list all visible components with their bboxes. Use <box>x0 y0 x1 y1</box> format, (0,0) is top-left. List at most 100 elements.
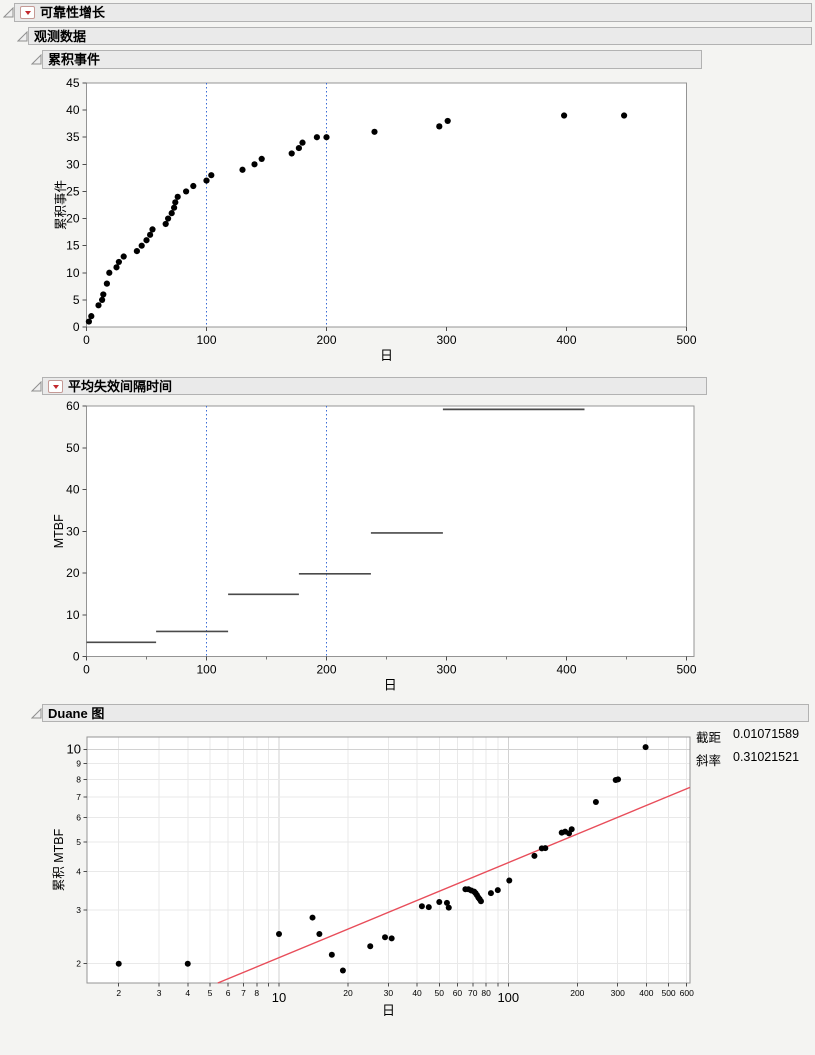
svg-text:15: 15 <box>66 239 80 253</box>
x-axis-title: 日 <box>380 348 393 363</box>
outline-bar-observed-data[interactable]: 观测数据 <box>28 27 812 45</box>
svg-text:0: 0 <box>83 663 90 677</box>
svg-text:45: 45 <box>66 76 80 90</box>
data-points[interactable] <box>85 112 628 325</box>
svg-text:8: 8 <box>76 774 81 784</box>
outline-bar-mtbf[interactable]: 平均失效间隔时间 <box>42 377 707 395</box>
ref-lines <box>206 83 327 327</box>
svg-text:30: 30 <box>66 157 80 171</box>
svg-text:10: 10 <box>272 990 286 1005</box>
x-axis-title: 日 <box>382 1003 395 1018</box>
slope-row: 斜率 0.31021521 <box>696 750 799 769</box>
svg-text:500: 500 <box>661 988 675 998</box>
intercept-label: 截距 <box>696 731 722 745</box>
intercept-value: 0.01071589 <box>733 727 800 741</box>
duane-plot[interactable]: 2 3 4 5 6 7 8 10 20 30 40 50 60 70 80 100 200 300 400 500 60… <box>0 700 815 1025</box>
svg-text:500: 500 <box>676 663 696 677</box>
axes: 0 100 200 300 400 500 0 5 10 15 20 25 30 35 40 45 <box>66 76 697 347</box>
outline-bar-cumulative-events[interactable]: 累积事件 <box>42 50 702 69</box>
svg-text:500: 500 <box>676 333 696 347</box>
svg-text:100: 100 <box>497 990 519 1005</box>
mtbf-plot[interactable]: 0 100 200 300 400 500 0 10 20 30 40 50 60 日 MTBF <box>0 395 815 695</box>
svg-text:60: 60 <box>453 988 463 998</box>
svg-text:200: 200 <box>316 333 336 347</box>
svg-text:20: 20 <box>66 566 80 580</box>
svg-text:100: 100 <box>196 333 216 347</box>
svg-text:6: 6 <box>76 813 81 823</box>
outline-bar-reliability-growth[interactable]: 可靠性增长 <box>14 3 812 22</box>
fit-line <box>217 786 691 984</box>
grid-lines <box>87 737 690 983</box>
svg-text:100: 100 <box>196 663 216 677</box>
svg-text:2: 2 <box>76 959 81 969</box>
svg-text:6: 6 <box>226 988 231 998</box>
section-title: 观测数据 <box>34 28 87 44</box>
svg-text:600: 600 <box>680 988 694 998</box>
svg-text:300: 300 <box>436 663 456 677</box>
cumulative-events-plot[interactable]: 0 100 200 300 400 500 0 5 10 15 20 25 30 35 40 45 日 累积事件 <box>0 69 815 369</box>
svg-text:30: 30 <box>66 524 80 538</box>
disclosure-triangle-duane[interactable] <box>31 708 42 719</box>
section-title: Duane 图 <box>48 705 105 721</box>
y-axis-title: MTBF <box>52 514 66 548</box>
svg-text:3: 3 <box>76 905 81 915</box>
section-title: 累积事件 <box>48 52 101 67</box>
svg-text:400: 400 <box>556 333 576 347</box>
svg-text:200: 200 <box>316 663 336 677</box>
svg-text:60: 60 <box>66 399 80 413</box>
svg-text:400: 400 <box>556 663 576 677</box>
y-axis-title: 累积 MTBF <box>52 828 66 891</box>
data-points[interactable] <box>115 744 649 974</box>
intercept-row: 截距 0.01071589 <box>696 727 799 746</box>
svg-text:0: 0 <box>73 320 80 334</box>
y-axis-title: 累积事件 <box>54 180 68 230</box>
svg-text:300: 300 <box>436 333 456 347</box>
section-title: 可靠性增长 <box>40 5 106 20</box>
svg-text:300: 300 <box>611 988 625 998</box>
svg-text:4: 4 <box>76 867 81 877</box>
svg-text:70: 70 <box>468 988 478 998</box>
svg-text:5: 5 <box>76 837 81 847</box>
svg-text:25: 25 <box>66 184 80 198</box>
disclosure-triangle-mtbf[interactable] <box>31 381 42 392</box>
svg-text:50: 50 <box>66 441 80 455</box>
section-title: 平均失效间隔时间 <box>68 378 173 394</box>
mtbf-segments[interactable] <box>86 408 585 644</box>
svg-text:9: 9 <box>76 759 81 769</box>
svg-text:3: 3 <box>157 988 162 998</box>
disclosure-triangle-root[interactable] <box>3 7 14 18</box>
svg-text:400: 400 <box>639 988 653 998</box>
svg-text:2: 2 <box>116 988 121 998</box>
svg-text:5: 5 <box>73 293 80 307</box>
svg-text:10: 10 <box>67 742 81 757</box>
svg-text:0: 0 <box>83 333 90 347</box>
x-axis-title: 日 <box>384 678 397 693</box>
svg-text:4: 4 <box>185 988 190 998</box>
ref-lines <box>206 406 327 657</box>
red-triangle-menu-icon[interactable] <box>48 379 63 393</box>
svg-text:20: 20 <box>66 212 80 226</box>
svg-text:10: 10 <box>66 266 80 280</box>
axes: 2 3 4 5 6 7 8 10 20 30 40 50 60 70 80 100 200 300 400 500 60… <box>67 742 695 1005</box>
slope-label: 斜率 <box>696 754 722 768</box>
svg-text:0: 0 <box>73 650 80 664</box>
svg-text:200: 200 <box>570 988 584 998</box>
red-triangle-menu-icon[interactable] <box>20 6 35 19</box>
axes: 0 100 200 300 400 500 0 10 20 30 40 50 60 <box>66 399 697 677</box>
svg-text:40: 40 <box>66 483 80 497</box>
slope-value: 0.31021521 <box>733 750 800 764</box>
svg-text:30: 30 <box>384 988 394 998</box>
disclosure-triangle-cumulative[interactable] <box>31 54 42 65</box>
svg-text:7: 7 <box>241 988 246 998</box>
svg-text:5: 5 <box>208 988 213 998</box>
svg-text:35: 35 <box>66 130 80 144</box>
svg-text:50: 50 <box>435 988 445 998</box>
svg-text:40: 40 <box>412 988 422 998</box>
svg-text:8: 8 <box>254 988 259 998</box>
svg-text:40: 40 <box>66 103 80 117</box>
svg-text:80: 80 <box>481 988 491 998</box>
disclosure-triangle-observed[interactable] <box>17 31 28 42</box>
duane-fit-legend: 截距 0.01071589 斜率 0.31021521 <box>696 727 799 773</box>
outline-bar-duane-plot[interactable]: Duane 图 <box>42 704 809 722</box>
